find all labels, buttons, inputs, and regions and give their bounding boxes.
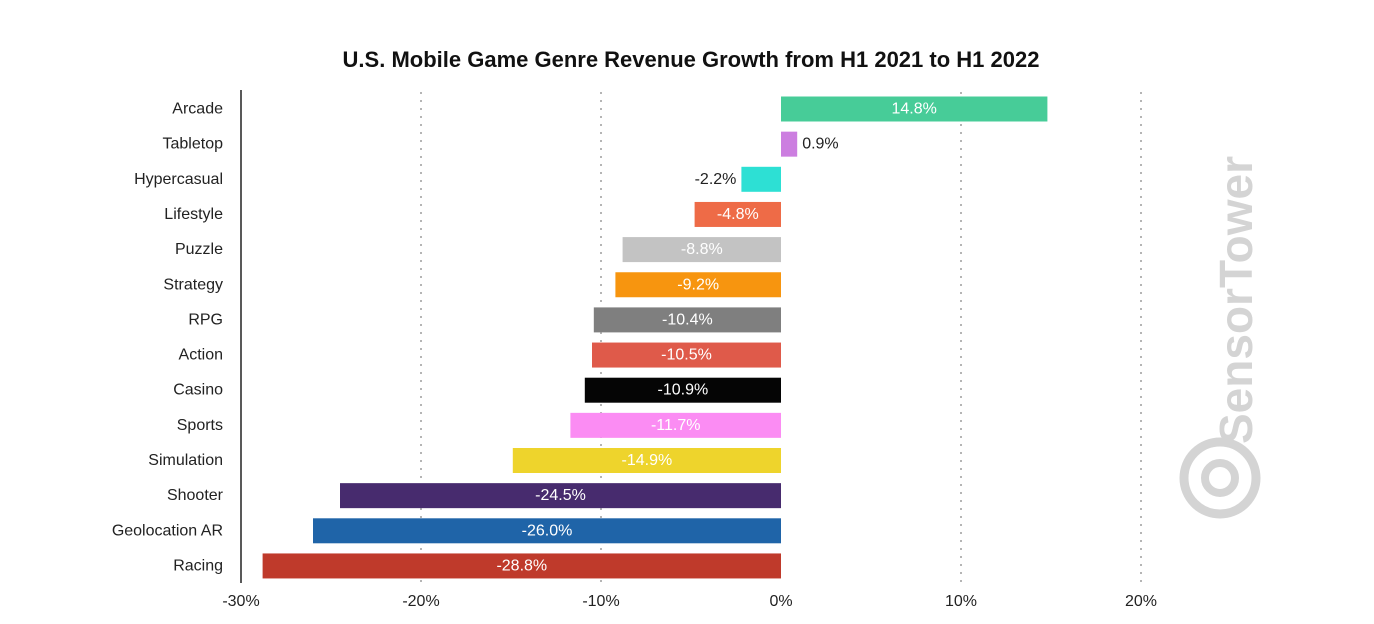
category-label-arcade: Arcade [172,101,223,118]
bar-rpg [593,307,781,333]
category-label-geolocation-ar: Geolocation AR [112,522,223,539]
data-label-shooter: -24.5% [535,487,586,504]
data-label-puzzle: -8.8% [681,241,723,258]
data-label-action: -10.5% [661,347,712,364]
bar-geolocation-ar [313,518,781,544]
gridlines [420,92,1142,583]
data-label-lifestyle: -4.8% [717,206,759,223]
bar-action [592,342,781,368]
bar-lifestyle [694,201,781,227]
x-tick-label-0: 0% [769,593,792,610]
bar-sports [570,412,781,438]
bar-simulation [512,448,781,473]
watermark-text: SensorTower [1210,156,1262,444]
data-labels: 14.8% 0.9% -2.2% -4.8% -8.8% -9.2% -10.4% -10.5… [496,101,936,575]
x-tick-label-10: 10% [945,593,977,610]
bar-arcade [781,96,1048,122]
category-label-rpg: RPG [188,311,223,328]
bar-casino [584,377,781,403]
bars [262,96,1048,579]
bar-hypercasual [741,166,781,192]
bar-strategy [615,272,781,298]
category-label-lifestyle: Lifestyle [164,206,223,223]
category-label-action: Action [179,347,223,364]
data-label-casino: -10.9% [658,382,709,399]
data-label-arcade: 14.8% [892,101,937,118]
category-label-strategy: Strategy [163,276,223,293]
bar-tabletop [781,131,798,157]
category-label-puzzle: Puzzle [175,241,223,258]
category-label-racing: Racing [173,557,223,574]
data-label-simulation: -14.9% [622,452,673,469]
x-tick-label-neg30: -30% [222,593,259,610]
data-label-tabletop: 0.9% [802,136,838,153]
data-label-sports: -11.7% [651,417,701,434]
x-tick-label-neg10: -10% [582,593,619,610]
category-label-hypercasual: Hypercasual [134,171,223,188]
data-label-strategy: -9.2% [677,276,719,293]
category-label-casino: Casino [173,382,223,399]
sensortower-logo-inner [1201,459,1239,497]
bar-shooter [340,483,781,509]
data-label-racing: -28.8% [496,557,547,574]
chart-title: U.S. Mobile Game Genre Revenue Growth fr… [343,47,1040,72]
category-label-simulation: Simulation [148,452,223,469]
category-label-tabletop: Tabletop [163,136,224,153]
sensortower-watermark: SensorTower [1179,156,1262,519]
sensortower-logo-icon [1179,437,1261,519]
data-label-rpg: -10.4% [662,311,713,328]
x-tick-label-20: 20% [1125,593,1157,610]
bar-racing [262,553,782,579]
category-labels: Arcade Tabletop Hypercasual Lifestyle Puzzle… [112,101,224,575]
x-axis-ticks: -30% -20% -10% 0% 10% 20% [222,593,1157,610]
data-label-hypercasual: -2.2% [695,171,737,188]
data-label-geolocation-ar: -26.0% [522,522,573,539]
bar-puzzle [622,237,781,263]
category-label-sports: Sports [177,417,223,434]
x-tick-label-neg20: -20% [402,593,439,610]
category-label-shooter: Shooter [167,487,224,504]
